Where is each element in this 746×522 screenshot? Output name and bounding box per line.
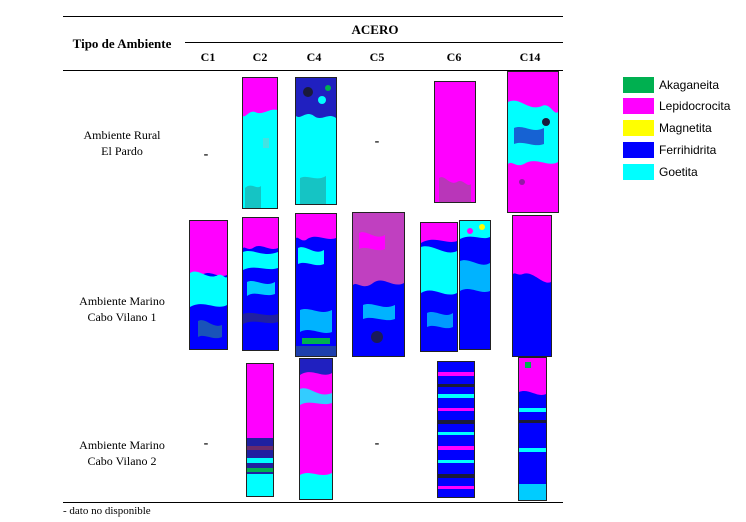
map-c14-marino1 <box>512 215 552 357</box>
col-header-c4: C4 <box>306 50 322 64</box>
row-label-line2: Cabo Vilano 2 <box>87 454 157 468</box>
col-header-c2: C2 <box>252 50 268 64</box>
map-c6a-marino1 <box>420 222 458 352</box>
map-c1-marino1 <box>189 220 228 350</box>
row-label-line2: El Pardo <box>101 144 143 158</box>
map-c6b-marino1 <box>459 220 491 350</box>
legend-label: Goetita <box>659 165 698 179</box>
map-c4-marino2 <box>299 358 333 500</box>
top-rule <box>63 16 563 17</box>
legend-label: Ferrihidrita <box>659 143 717 157</box>
map-c2-marino1 <box>242 217 279 351</box>
footnote: - dato no disponible <box>63 505 151 517</box>
row-label-line2: Cabo Vilano 1 <box>87 310 157 324</box>
col-header-c5: C5 <box>369 50 385 64</box>
legend-label: Lepidocrocita <box>659 99 731 113</box>
map-c2-marino2 <box>246 363 274 497</box>
bottom-rule <box>63 502 563 503</box>
legend-label: Akaganeita <box>659 78 720 92</box>
legend-swatch <box>623 164 654 180</box>
legend-swatch <box>623 120 654 136</box>
map-c14-marino2 <box>518 357 547 501</box>
row-label-marino-2: Ambiente Marino Cabo Vilano 2 <box>47 437 197 469</box>
legend-item-magnetita: Magnetita <box>623 119 712 137</box>
missing-c1-rural: - <box>203 147 209 162</box>
row-label-line1: Ambiente Rural <box>83 128 161 142</box>
row-label-line1: Ambiente Marino <box>79 438 165 452</box>
legend-item-lepidocrocita: Lepidocrocita <box>623 97 730 115</box>
legend-item-akaganeita: Akaganeita <box>623 76 719 94</box>
map-c4-marino1 <box>295 213 337 357</box>
col-header-c1: C1 <box>200 50 216 64</box>
map-c14-rural <box>507 71 559 213</box>
legend-item-goetita: Goetita <box>623 163 698 181</box>
row-label-rural: Ambiente Rural El Pardo <box>47 127 197 159</box>
map-c6-marino2 <box>437 361 475 498</box>
map-c6-rural <box>434 81 476 203</box>
missing-c5-rural: - <box>374 134 380 149</box>
env-header: Tipo de Ambiente <box>72 36 172 51</box>
legend-swatch <box>623 77 654 93</box>
acero-header: ACERO <box>351 22 399 37</box>
acero-rule <box>185 42 563 43</box>
legend-item-ferrihidrita: Ferrihidrita <box>623 141 716 159</box>
map-c5-marino1 <box>352 212 405 357</box>
missing-c1-marino2: - <box>203 436 209 451</box>
legend-swatch <box>623 142 654 158</box>
map-c2-rural <box>242 77 278 209</box>
header-bottom-rule <box>63 70 563 71</box>
legend-swatch <box>623 98 654 114</box>
legend-label: Magnetita <box>659 121 712 135</box>
col-header-c6: C6 <box>446 50 462 64</box>
map-c4-rural <box>295 77 337 205</box>
col-header-c14: C14 <box>519 50 541 64</box>
row-label-line1: Ambiente Marino <box>79 294 165 308</box>
row-label-marino-1: Ambiente Marino Cabo Vilano 1 <box>47 293 197 325</box>
missing-c5-marino2: - <box>374 436 380 451</box>
